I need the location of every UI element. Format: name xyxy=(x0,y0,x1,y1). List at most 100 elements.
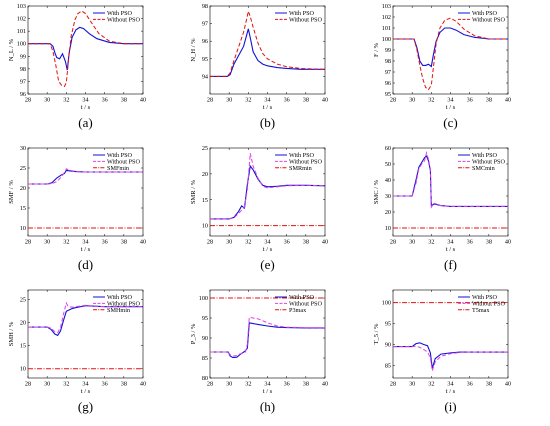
y-tick-label: 95 xyxy=(385,321,391,328)
x-tick-label: 28 xyxy=(207,97,213,104)
x-tick-label: 28 xyxy=(390,381,396,388)
x-tick-label: 30 xyxy=(409,97,415,104)
y-tick-label: 102 xyxy=(382,14,391,21)
plot-frame xyxy=(27,147,144,237)
x-tick-label: 34 xyxy=(447,381,453,388)
series-line xyxy=(210,28,325,77)
chart-panel: 28 30 32 34 36 38 40 10 15 20 25 t / s SMH / % With P… xyxy=(8,289,146,414)
x-tick-label: 28 xyxy=(390,239,396,246)
x-tick-label: 38 xyxy=(303,97,309,104)
y-tick-label: 97 xyxy=(202,21,208,28)
y-tick-label: 25 xyxy=(20,165,26,172)
legend-entry: Without PSO xyxy=(472,300,505,307)
x-tick-label: 40 xyxy=(140,239,146,246)
plot-frame xyxy=(209,147,326,237)
y-tick-label: 20 xyxy=(385,209,391,216)
y-tick-label: 20 xyxy=(20,319,26,326)
x-tick-label: 40 xyxy=(140,97,146,104)
x-tick-label: 36 xyxy=(102,97,108,104)
y-tick-label: 20 xyxy=(202,171,208,178)
legend-entry: Without PSO xyxy=(472,158,505,165)
x-tick-label: 36 xyxy=(467,239,473,246)
plot-frame xyxy=(209,5,326,95)
x-tick-label: 36 xyxy=(102,239,108,246)
x-tick-label: 32 xyxy=(245,97,251,104)
panel-label: (g) xyxy=(78,399,93,414)
x-axis-label: t / s xyxy=(81,246,91,253)
chart-panel: 28 30 32 34 36 38 40 10 15 20 25 30 t / s SMF / % With… xyxy=(8,145,146,272)
y-tick-label: 10 xyxy=(385,225,391,232)
panel-label: (b) xyxy=(260,115,275,130)
legend-entry: With PSO xyxy=(289,10,315,17)
y-axis-label: F / % xyxy=(373,42,380,57)
x-axis-label: t / s xyxy=(446,388,456,395)
x-tick-label: 32 xyxy=(428,97,434,104)
legend-entry: Without PSO xyxy=(107,300,140,307)
x-tick-label: 36 xyxy=(467,381,473,388)
y-tick-label: 95 xyxy=(202,315,208,322)
x-tick-label: 30 xyxy=(226,239,232,246)
y-tick-label: 99 xyxy=(385,47,391,54)
y-axis-label: T_5 / % xyxy=(373,323,380,345)
y-axis-label: SMC / % xyxy=(373,179,380,204)
series-line xyxy=(393,27,508,68)
x-tick-label: 28 xyxy=(25,239,31,246)
legend-entry: With PSO xyxy=(472,10,498,17)
x-tick-label: 30 xyxy=(409,381,415,388)
x-axis-label: t / s xyxy=(263,246,273,253)
series-line xyxy=(28,301,143,334)
y-tick-label: 25 xyxy=(202,145,208,152)
y-tick-label: 100 xyxy=(17,41,26,48)
x-tick-label: 40 xyxy=(505,239,511,246)
y-tick-label: 40 xyxy=(385,177,391,184)
panel-label: (c) xyxy=(443,115,457,130)
legend-entry: With PSO xyxy=(289,294,315,301)
plot-frame xyxy=(27,5,144,95)
chart-panel: 28 30 32 34 36 38 40 80 85 90 95 100 t / s P_3 / % Wit… xyxy=(190,289,328,414)
chart-panel: 28 30 32 34 36 38 40 85 90 95 100 t / s T_5 / % With … xyxy=(373,289,511,414)
y-tick-label: 60 xyxy=(385,145,391,152)
legend-entry: Without PSO xyxy=(289,158,322,165)
legend-entry: SMCmin xyxy=(472,165,495,172)
x-tick-label: 34 xyxy=(82,97,88,104)
y-tick-label: 15 xyxy=(202,197,208,204)
y-axis-label: N_L / % xyxy=(8,38,15,61)
legend-entry: Without PSO xyxy=(289,300,322,307)
y-tick-label: 101 xyxy=(17,28,26,35)
series-line xyxy=(210,153,325,220)
series-line xyxy=(210,316,325,357)
legend-entry: With PSO xyxy=(472,152,498,159)
legend-entry: With PSO xyxy=(107,152,133,159)
series-line xyxy=(210,9,325,77)
legend-entry: T5max xyxy=(472,307,490,314)
plot-frame xyxy=(392,147,509,237)
x-axis-label: t / s xyxy=(81,388,91,395)
x-tick-label: 38 xyxy=(486,97,492,104)
y-tick-label: 96 xyxy=(385,80,391,87)
series-line xyxy=(393,17,508,91)
y-axis-label: SMF / % xyxy=(8,180,15,204)
y-tick-label: 98 xyxy=(20,66,26,73)
x-tick-label: 32 xyxy=(63,239,69,246)
x-tick-label: 38 xyxy=(303,381,309,388)
series-line xyxy=(28,10,143,88)
y-tick-label: 100 xyxy=(382,36,391,43)
x-tick-label: 32 xyxy=(245,239,251,246)
y-tick-label: 98 xyxy=(202,3,208,10)
chart-panel: 28 30 32 34 36 38 40 96 97 98 99 100 101 102 103 t / s N… xyxy=(8,3,146,130)
x-axis-label: t / s xyxy=(446,104,456,111)
x-tick-label: 30 xyxy=(44,239,50,246)
legend-entry: Without PSO xyxy=(289,16,322,23)
x-tick-label: 28 xyxy=(207,239,213,246)
x-axis-label: t / s xyxy=(263,104,273,111)
panel-label: (e) xyxy=(260,257,274,272)
x-tick-label: 36 xyxy=(284,97,290,104)
panel-label: (d) xyxy=(78,257,93,272)
x-tick-label: 30 xyxy=(226,381,232,388)
series-line xyxy=(28,26,143,71)
legend-entry: With PSO xyxy=(107,10,133,17)
y-axis-label: P_3 / % xyxy=(190,323,197,344)
y-axis-label: SMH / % xyxy=(8,321,15,346)
y-tick-label: 97 xyxy=(20,78,26,85)
plot-frame xyxy=(27,289,144,379)
